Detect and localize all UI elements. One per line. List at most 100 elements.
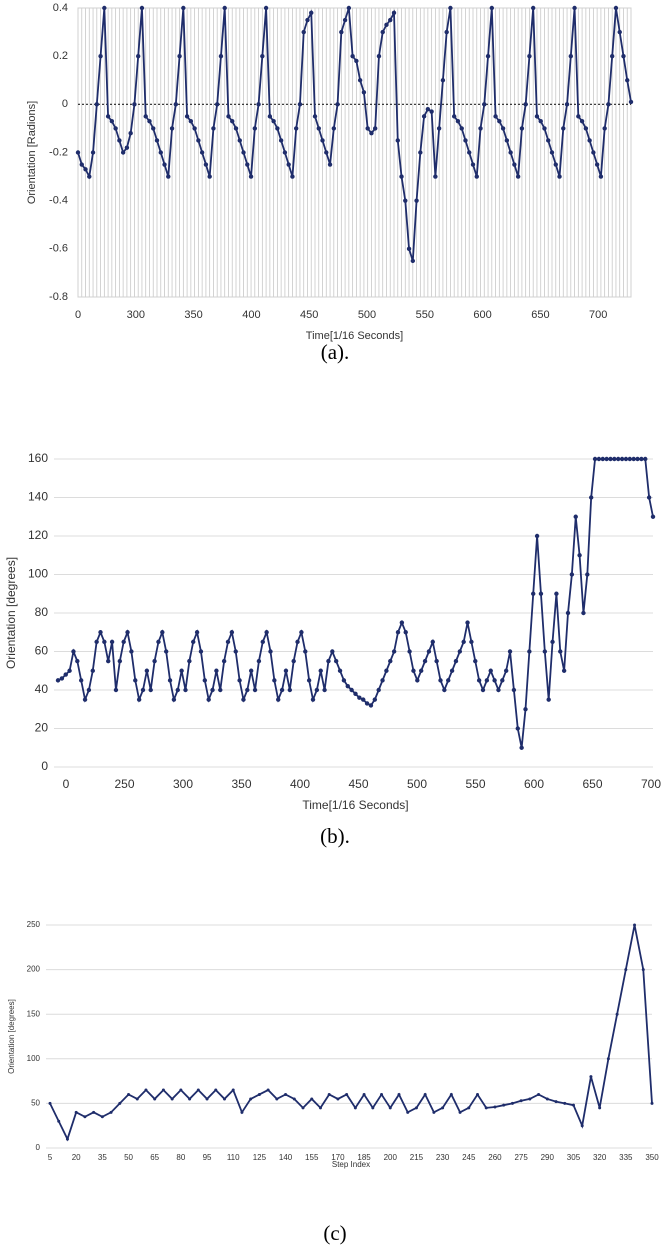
point [336,1097,340,1101]
x-tick-label: 35 [98,1153,107,1162]
point [458,1110,462,1114]
series-line [57,458,654,748]
y-tick-label: 0.4 [53,2,68,14]
point [75,658,80,664]
point [240,1110,244,1114]
point [432,1110,436,1114]
point [292,1097,296,1101]
point [414,198,419,203]
point [422,658,428,664]
x-tick-label: 550 [465,777,485,791]
point [75,150,81,155]
point [467,150,472,155]
y-tick-label: -0.6 [49,243,68,255]
point [615,1012,619,1016]
point [530,5,536,11]
point [600,456,605,462]
point [571,1103,575,1107]
point [446,678,451,683]
point [643,456,648,462]
point [515,174,521,179]
x-tick-label: 500 [407,777,427,791]
point [297,102,303,107]
point [357,695,362,700]
point [596,456,602,462]
point [113,126,118,131]
point [631,456,636,462]
point [619,456,625,462]
point [167,678,173,683]
point [519,745,524,750]
point [527,649,532,654]
point [353,691,358,697]
point [309,10,314,16]
point [109,1110,113,1114]
point [434,658,439,664]
point [488,668,493,673]
point [102,639,107,645]
y-tick-label: 0.2 [53,50,68,62]
y-tick-label: 0 [36,1143,41,1152]
y-tick-label: 140 [28,490,48,504]
point [144,1088,148,1092]
point [275,1097,279,1101]
point [139,5,145,11]
point [364,701,370,706]
caption: (c) [323,1221,346,1245]
point [384,668,389,673]
point [353,1106,357,1110]
point [538,118,543,124]
point [320,138,325,143]
point [480,687,486,693]
point [299,630,304,635]
x-tick-label: 600 [524,777,544,791]
x-tick-label: 170 [331,1153,345,1162]
point [484,1106,488,1110]
point [177,53,182,59]
caption: (b). [320,824,350,848]
point [465,620,470,625]
point [327,162,333,167]
point [433,174,438,179]
point [496,687,501,693]
point [245,687,250,693]
point [641,968,645,972]
point [161,1088,165,1092]
y-tick-label: 150 [27,1009,41,1018]
point [158,150,163,155]
point [171,697,177,702]
point [606,102,611,107]
point [330,649,335,654]
point [109,118,115,124]
point [187,658,192,664]
point [581,610,586,616]
point [527,53,532,59]
point [459,126,464,131]
y-tick-label: -0.8 [49,291,68,303]
point [83,167,88,172]
point [291,658,296,664]
point [94,639,99,645]
point [438,678,443,683]
x-tick-label: 20 [72,1153,81,1162]
x-tick-label: 550 [416,309,434,321]
point [598,174,604,179]
point [515,726,520,731]
point [207,174,212,179]
point [399,174,404,179]
point [301,1106,305,1110]
point [55,678,61,683]
x-tick-label: 185 [357,1153,371,1162]
point [279,687,285,693]
point [592,456,598,462]
point [148,687,153,693]
point [327,1092,331,1096]
point [492,678,497,683]
point [608,456,613,462]
point [198,649,204,654]
point [602,126,607,131]
point [361,697,366,702]
point [231,1088,235,1092]
x-tick-label: 140 [279,1153,293,1162]
